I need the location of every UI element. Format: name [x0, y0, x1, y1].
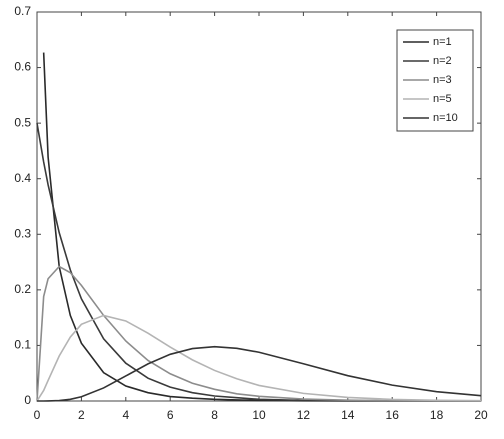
- y-tick-label: 0.2: [14, 282, 31, 296]
- series-line: [36, 314, 482, 402]
- x-tick-label: 14: [341, 408, 355, 422]
- y-tick-label: 0: [24, 393, 31, 407]
- x-tick-label: 8: [211, 408, 218, 422]
- y-tick-label: 0.1: [14, 338, 31, 352]
- legend: n=1 n=2 n=3 n=5 n=10: [396, 29, 474, 132]
- legend-label: n=2: [433, 55, 452, 67]
- legend-label: n=1: [433, 36, 452, 48]
- y-tick-label: 0.5: [14, 115, 31, 129]
- legend-label: n=3: [433, 74, 452, 86]
- legend-label: n=10: [433, 112, 458, 124]
- series-line: [36, 265, 482, 402]
- x-tick-label: 0: [34, 408, 41, 422]
- y-tick-label: 0.3: [14, 226, 31, 240]
- x-tick-label: 10: [252, 408, 266, 422]
- y-tick-label: 0.7: [14, 4, 31, 18]
- series-line: [37, 345, 482, 402]
- x-tick-label: 16: [386, 408, 400, 422]
- legend-label: n=5: [433, 93, 452, 105]
- y-tick-label: 0.6: [14, 60, 31, 74]
- y-tick-label: 0.4: [14, 171, 31, 185]
- x-tick-label: 20: [474, 408, 488, 422]
- x-tick-label: 2: [78, 408, 85, 422]
- x-tick-label: 18: [430, 408, 444, 422]
- x-tick-label: 12: [297, 408, 311, 422]
- x-tick-label: 4: [122, 408, 129, 422]
- x-tick-label: 6: [167, 408, 174, 422]
